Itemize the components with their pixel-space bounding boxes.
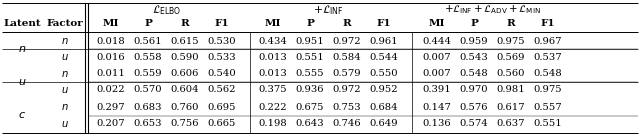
Text: 0.537: 0.537 xyxy=(534,52,563,61)
Text: 0.683: 0.683 xyxy=(134,103,163,112)
Text: MI: MI xyxy=(265,18,281,27)
Text: 0.550: 0.550 xyxy=(370,69,398,78)
Text: 0.570: 0.570 xyxy=(134,86,163,95)
Text: 0.297: 0.297 xyxy=(97,103,125,112)
Text: $+\mathcal{L}_{\mathrm{INF}}+\mathcal{L}_{\mathrm{ADV}}+\mathcal{L}_{\mathrm{MIN: $+\mathcal{L}_{\mathrm{INF}}+\mathcal{L}… xyxy=(444,4,541,16)
Text: 0.530: 0.530 xyxy=(208,36,236,46)
Text: 0.559: 0.559 xyxy=(134,69,163,78)
Text: 0.665: 0.665 xyxy=(208,120,236,129)
Text: 0.584: 0.584 xyxy=(333,52,362,61)
Text: 0.959: 0.959 xyxy=(460,36,488,46)
Text: 0.555: 0.555 xyxy=(296,69,324,78)
Text: 0.561: 0.561 xyxy=(134,36,163,46)
Text: F1: F1 xyxy=(377,18,391,27)
Text: 0.011: 0.011 xyxy=(97,69,125,78)
Text: $n$: $n$ xyxy=(61,36,69,46)
Text: 0.604: 0.604 xyxy=(171,86,199,95)
Text: $u$: $u$ xyxy=(61,52,69,62)
Text: 0.675: 0.675 xyxy=(296,103,324,112)
Text: F1: F1 xyxy=(541,18,556,27)
Text: $+\mathcal{L}_{\mathrm{INF}}$: $+\mathcal{L}_{\mathrm{INF}}$ xyxy=(313,3,344,17)
Text: 0.637: 0.637 xyxy=(497,120,525,129)
Text: MI: MI xyxy=(103,18,119,27)
Text: 0.972: 0.972 xyxy=(333,36,362,46)
Text: 0.576: 0.576 xyxy=(460,103,488,112)
Text: 0.560: 0.560 xyxy=(497,69,525,78)
Text: 0.198: 0.198 xyxy=(259,120,287,129)
Text: F1: F1 xyxy=(214,18,229,27)
Text: 0.981: 0.981 xyxy=(497,86,525,95)
Text: 0.207: 0.207 xyxy=(97,120,125,129)
Text: 0.972: 0.972 xyxy=(333,86,362,95)
Text: 0.606: 0.606 xyxy=(171,69,199,78)
Text: R: R xyxy=(342,18,351,27)
Text: 0.961: 0.961 xyxy=(370,36,398,46)
Text: 0.967: 0.967 xyxy=(534,36,563,46)
Text: $n$: $n$ xyxy=(61,102,69,112)
Text: R: R xyxy=(507,18,515,27)
Text: 0.013: 0.013 xyxy=(259,52,287,61)
Text: $n$: $n$ xyxy=(18,44,26,54)
Text: $u$: $u$ xyxy=(61,119,69,129)
Text: 0.695: 0.695 xyxy=(208,103,236,112)
Text: 0.544: 0.544 xyxy=(369,52,399,61)
Text: $u$: $u$ xyxy=(18,77,26,87)
Text: 0.022: 0.022 xyxy=(97,86,125,95)
Text: 0.540: 0.540 xyxy=(207,69,236,78)
Text: 0.222: 0.222 xyxy=(259,103,287,112)
Text: 0.936: 0.936 xyxy=(296,86,324,95)
Text: 0.548: 0.548 xyxy=(534,69,563,78)
Text: $c$: $c$ xyxy=(18,110,26,120)
Text: 0.444: 0.444 xyxy=(422,36,451,46)
Text: 0.147: 0.147 xyxy=(422,103,451,112)
Text: $u$: $u$ xyxy=(61,85,69,95)
Text: 0.952: 0.952 xyxy=(370,86,398,95)
Text: 0.434: 0.434 xyxy=(259,36,287,46)
Text: 0.756: 0.756 xyxy=(171,120,199,129)
Text: P: P xyxy=(470,18,478,27)
Text: P: P xyxy=(306,18,314,27)
Text: 0.684: 0.684 xyxy=(370,103,398,112)
Text: P: P xyxy=(144,18,152,27)
Text: 0.007: 0.007 xyxy=(422,52,451,61)
Text: Latent: Latent xyxy=(3,18,41,27)
Text: 0.136: 0.136 xyxy=(422,120,451,129)
Text: 0.557: 0.557 xyxy=(534,103,563,112)
Text: $\mathcal{L}_{\mathrm{ELBO}}$: $\mathcal{L}_{\mathrm{ELBO}}$ xyxy=(152,3,181,17)
Text: 0.653: 0.653 xyxy=(134,120,163,129)
Text: 0.018: 0.018 xyxy=(97,36,125,46)
Text: 0.548: 0.548 xyxy=(460,69,488,78)
Text: 0.533: 0.533 xyxy=(208,52,236,61)
Text: $n$: $n$ xyxy=(61,69,69,79)
Text: 0.975: 0.975 xyxy=(497,36,525,46)
Text: 0.391: 0.391 xyxy=(422,86,451,95)
Text: R: R xyxy=(180,18,189,27)
Text: Factor: Factor xyxy=(47,18,83,27)
Text: 0.753: 0.753 xyxy=(333,103,362,112)
Text: 0.643: 0.643 xyxy=(296,120,324,129)
Text: 0.016: 0.016 xyxy=(97,52,125,61)
Text: 0.951: 0.951 xyxy=(296,36,324,46)
Text: 0.569: 0.569 xyxy=(497,52,525,61)
Text: 0.551: 0.551 xyxy=(534,120,563,129)
Text: 0.543: 0.543 xyxy=(460,52,488,61)
Text: MI: MI xyxy=(429,18,445,27)
Text: 0.970: 0.970 xyxy=(460,86,488,95)
Text: 0.760: 0.760 xyxy=(171,103,199,112)
Text: 0.590: 0.590 xyxy=(171,52,199,61)
Text: 0.562: 0.562 xyxy=(208,86,236,95)
Text: 0.013: 0.013 xyxy=(259,69,287,78)
Text: 0.375: 0.375 xyxy=(259,86,287,95)
Text: 0.551: 0.551 xyxy=(296,52,324,61)
Text: 0.007: 0.007 xyxy=(422,69,451,78)
Text: 0.649: 0.649 xyxy=(370,120,398,129)
Text: 0.558: 0.558 xyxy=(134,52,163,61)
Text: 0.615: 0.615 xyxy=(171,36,199,46)
Text: 0.746: 0.746 xyxy=(333,120,362,129)
Text: 0.617: 0.617 xyxy=(497,103,525,112)
Text: 0.574: 0.574 xyxy=(460,120,488,129)
Text: 0.975: 0.975 xyxy=(534,86,563,95)
Text: 0.579: 0.579 xyxy=(333,69,362,78)
